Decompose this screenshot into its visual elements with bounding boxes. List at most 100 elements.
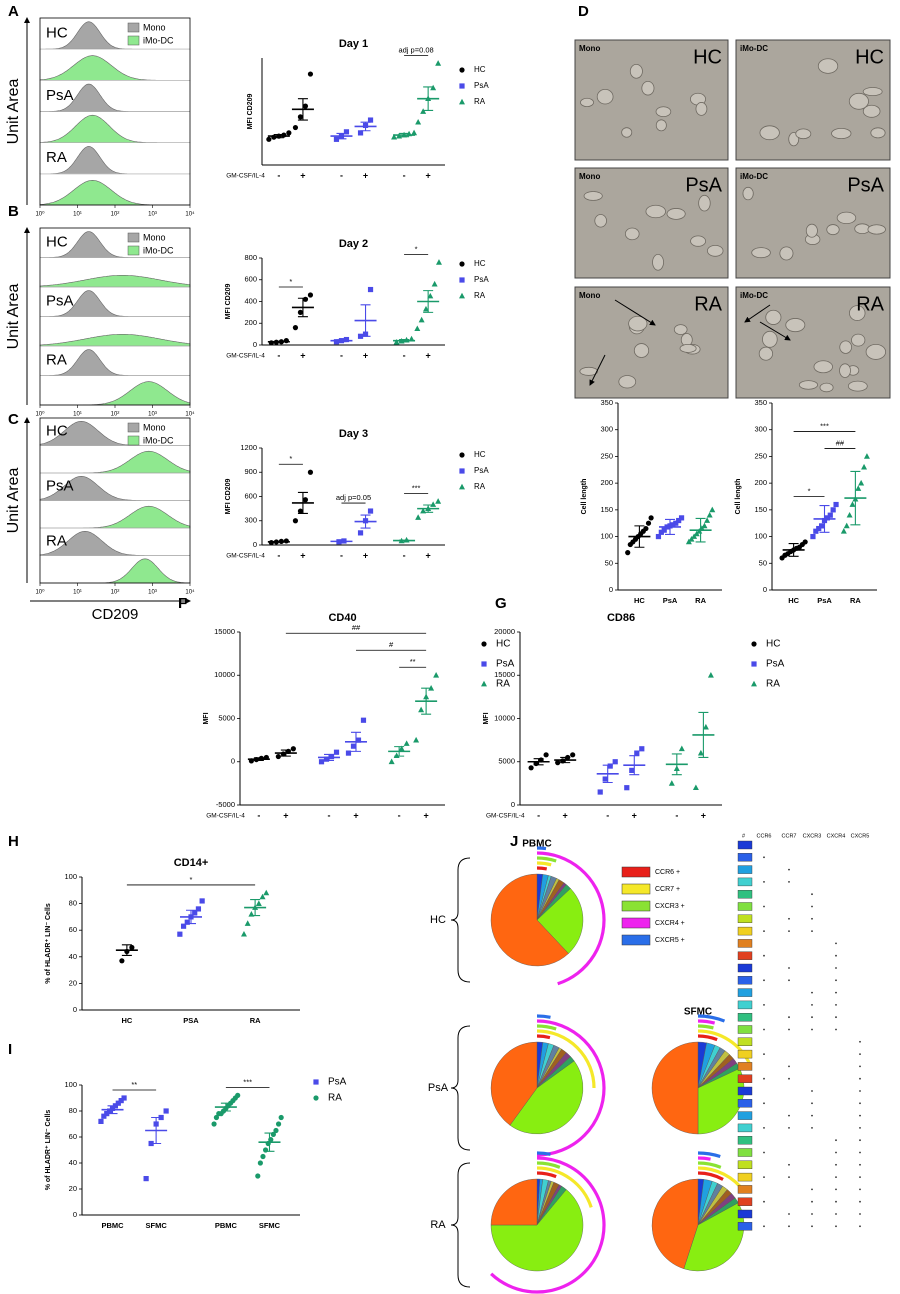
data-point	[624, 785, 630, 791]
marker-arc	[536, 846, 547, 851]
marker-arc	[536, 1014, 551, 1019]
data-point	[602, 776, 608, 782]
error-bar	[336, 132, 347, 140]
x-tick-label: RA	[850, 596, 861, 605]
legend-marker	[313, 1079, 319, 1085]
histogram	[40, 450, 191, 474]
data-point	[597, 789, 603, 795]
x-axis-label: CD209	[92, 606, 139, 623]
data-point	[357, 130, 364, 136]
data-point	[670, 522, 676, 528]
x-tick-label: 10¹	[73, 590, 82, 596]
key-swatch	[737, 1135, 753, 1145]
data-point	[639, 746, 645, 752]
data-point	[244, 920, 251, 926]
data-point	[435, 259, 442, 265]
cell	[848, 92, 869, 110]
key-swatch	[737, 951, 753, 960]
x-tick-label: 10¹	[73, 412, 82, 418]
y-tick-label: 900	[244, 467, 257, 476]
error-bar	[629, 755, 640, 776]
histogram	[39, 275, 191, 288]
y-tick-label: 10000	[494, 713, 515, 722]
x-tick-label: -	[277, 170, 280, 180]
cell	[666, 208, 686, 220]
data-point	[360, 717, 367, 723]
data-point	[297, 114, 304, 120]
data-point	[816, 525, 822, 532]
data-point	[413, 736, 420, 743]
legend-marker	[481, 661, 487, 667]
data-point	[98, 1118, 104, 1124]
data-point	[435, 498, 442, 504]
legend-label: iMo-DC	[143, 435, 174, 445]
data-point	[268, 539, 274, 546]
data-point	[302, 103, 309, 109]
key-swatch	[737, 877, 753, 887]
x-axis-label: GM-CSF/IL-4	[226, 553, 265, 560]
x-tick-label: 10²	[111, 212, 120, 218]
data-point	[195, 906, 202, 912]
data-point	[184, 919, 190, 925]
chart-title: Day 2	[339, 238, 368, 250]
key-dot	[859, 1090, 861, 1092]
x-tick-label: -	[675, 810, 678, 820]
data-point	[350, 743, 357, 749]
error-bar	[533, 758, 544, 766]
data-point	[290, 746, 296, 752]
y-tick-label: 150	[754, 505, 767, 514]
data-point	[107, 1108, 113, 1114]
cell	[813, 360, 833, 374]
cell	[596, 88, 614, 105]
row-label: RA	[46, 352, 67, 369]
x-axis-label: GM-CSF/IL-4	[226, 353, 265, 360]
data-point	[414, 325, 421, 332]
error-bar	[121, 944, 132, 957]
significance-label: adj p=0.08	[398, 45, 433, 54]
legend-marker	[481, 641, 487, 647]
x-tick-label: +	[363, 550, 368, 560]
y-tick-label: 100	[64, 1080, 77, 1089]
legend-label: RA	[766, 679, 780, 690]
data-point	[302, 497, 309, 503]
key-swatch	[737, 1025, 753, 1034]
marker-arc	[697, 1161, 722, 1169]
data-point	[706, 511, 713, 518]
legend-marker	[459, 83, 465, 89]
cell	[847, 380, 868, 392]
data-point	[704, 517, 711, 523]
data-point	[323, 756, 330, 762]
micrograph-group: HC	[693, 46, 722, 68]
data-point	[121, 1095, 127, 1101]
key-dot	[835, 1188, 837, 1191]
key-dot	[788, 979, 790, 982]
key-swatch	[737, 1111, 753, 1120]
x-tick-label: +	[563, 810, 568, 820]
legend-marker	[459, 452, 465, 458]
key-dot	[788, 1127, 790, 1129]
data-point	[702, 723, 709, 730]
key-dot	[763, 1225, 765, 1228]
legend-label: CXCR5 +	[655, 937, 685, 944]
x-tick-label: 10²	[111, 412, 120, 418]
data-point	[292, 518, 299, 524]
y-tick-label: 200	[754, 478, 767, 487]
data-point	[255, 1173, 261, 1179]
y-tick-label: 350	[754, 398, 767, 407]
error-bar	[423, 86, 434, 111]
cell	[826, 224, 840, 236]
row-label: HC	[46, 234, 68, 251]
legend-swatch	[127, 422, 140, 433]
data-point	[345, 750, 352, 756]
y-tick-label: 15000	[494, 670, 515, 679]
x-axis-label: GM-CSF/IL-4	[226, 173, 265, 180]
key-dot	[859, 1176, 861, 1178]
legend-label: iMo-DC	[143, 35, 174, 45]
x-tick-label: -	[277, 550, 280, 560]
legend-label: RA	[474, 482, 486, 491]
key-header: CXCR5	[851, 833, 870, 839]
data-point	[676, 517, 682, 524]
cell	[795, 128, 812, 140]
cell	[759, 125, 780, 141]
y-tick-label: 600	[244, 275, 257, 284]
